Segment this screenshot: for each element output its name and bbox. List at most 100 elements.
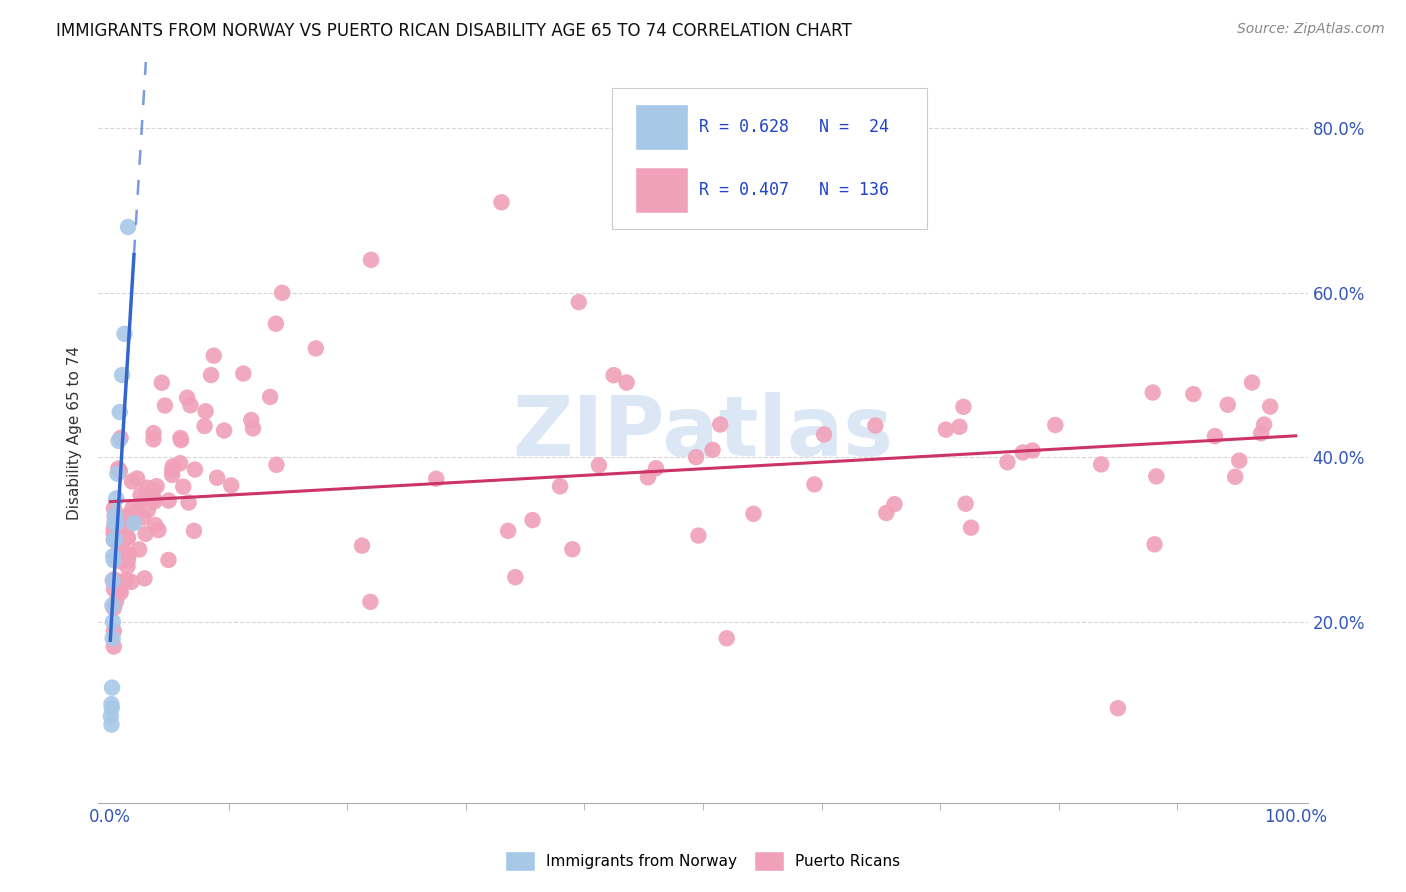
Point [136, 481, 159, 495]
Point [142, 426, 165, 441]
Point [1011, 445, 1033, 459]
Point [105, 491, 128, 506]
Text: R = 0.407   N = 136: R = 0.407 N = 136 [699, 181, 890, 199]
Point [1250, 426, 1272, 441]
Point [1144, 469, 1167, 483]
Point [101, 615, 124, 629]
Point [103, 549, 125, 563]
Point [232, 367, 254, 381]
Point [194, 404, 217, 418]
Point [1258, 400, 1281, 414]
Point [645, 461, 668, 475]
Point [120, 516, 142, 530]
Point [960, 521, 983, 535]
Point [561, 542, 583, 557]
Point [103, 533, 125, 547]
Point [202, 349, 225, 363]
Point [350, 539, 373, 553]
Point [118, 511, 141, 525]
Point [100, 709, 122, 723]
Point [105, 523, 128, 537]
Point [135, 526, 157, 541]
Point [242, 421, 264, 435]
Point [103, 573, 125, 587]
Point [107, 434, 129, 448]
Point [709, 417, 731, 432]
Point [105, 516, 128, 530]
Point [588, 458, 610, 473]
Point [948, 419, 970, 434]
Point [162, 459, 184, 474]
Point [360, 252, 382, 267]
Point [122, 516, 145, 530]
Point [114, 326, 136, 341]
Point [103, 624, 125, 638]
Point [143, 494, 166, 508]
Point [183, 524, 205, 538]
Point [952, 400, 974, 414]
Point [131, 510, 153, 524]
Point [193, 419, 215, 434]
Point [117, 559, 139, 574]
Point [803, 477, 825, 491]
Point [1227, 453, 1250, 467]
Point [200, 368, 222, 382]
Point [1021, 443, 1043, 458]
Point [602, 368, 624, 383]
Point [108, 405, 131, 419]
Point [1107, 701, 1129, 715]
Point [148, 523, 170, 537]
Point [1090, 458, 1112, 472]
Point [935, 423, 957, 437]
Point [104, 517, 127, 532]
Point [305, 342, 328, 356]
Point [177, 495, 200, 509]
Point [117, 219, 139, 234]
Point [111, 368, 134, 382]
Point [103, 553, 125, 567]
Point [685, 450, 707, 465]
Point [103, 501, 125, 516]
Point [104, 508, 127, 522]
Point [142, 491, 165, 506]
Point [103, 640, 125, 654]
Point [143, 518, 166, 533]
Point [172, 480, 194, 494]
Point [108, 542, 131, 557]
Point [150, 376, 173, 390]
Point [160, 467, 183, 482]
Point [100, 697, 122, 711]
Point [114, 548, 136, 562]
Point [122, 512, 145, 526]
Point [121, 475, 143, 489]
Point [813, 427, 835, 442]
Point [105, 467, 128, 481]
Point [104, 533, 127, 547]
Text: ZIPatlas: ZIPatlas [513, 392, 893, 473]
Point [103, 533, 125, 547]
Point [128, 542, 150, 557]
Point [117, 553, 139, 567]
Text: Source: ZipAtlas.com: Source: ZipAtlas.com [1237, 22, 1385, 37]
FancyBboxPatch shape [613, 88, 927, 229]
Point [205, 471, 228, 485]
Point [616, 376, 638, 390]
Point [110, 585, 132, 599]
Point [1045, 417, 1067, 432]
Point [157, 553, 180, 567]
Point [142, 433, 165, 447]
Point [1225, 470, 1247, 484]
Point [359, 595, 381, 609]
Point [179, 398, 201, 412]
Point [107, 534, 129, 549]
Point [169, 456, 191, 470]
Point [1204, 429, 1226, 443]
Point [548, 479, 571, 493]
Point [103, 601, 125, 615]
Point [103, 526, 125, 541]
Point [100, 717, 122, 731]
Point [505, 570, 527, 584]
Point [110, 431, 132, 445]
Point [118, 509, 141, 524]
Point [118, 547, 141, 561]
